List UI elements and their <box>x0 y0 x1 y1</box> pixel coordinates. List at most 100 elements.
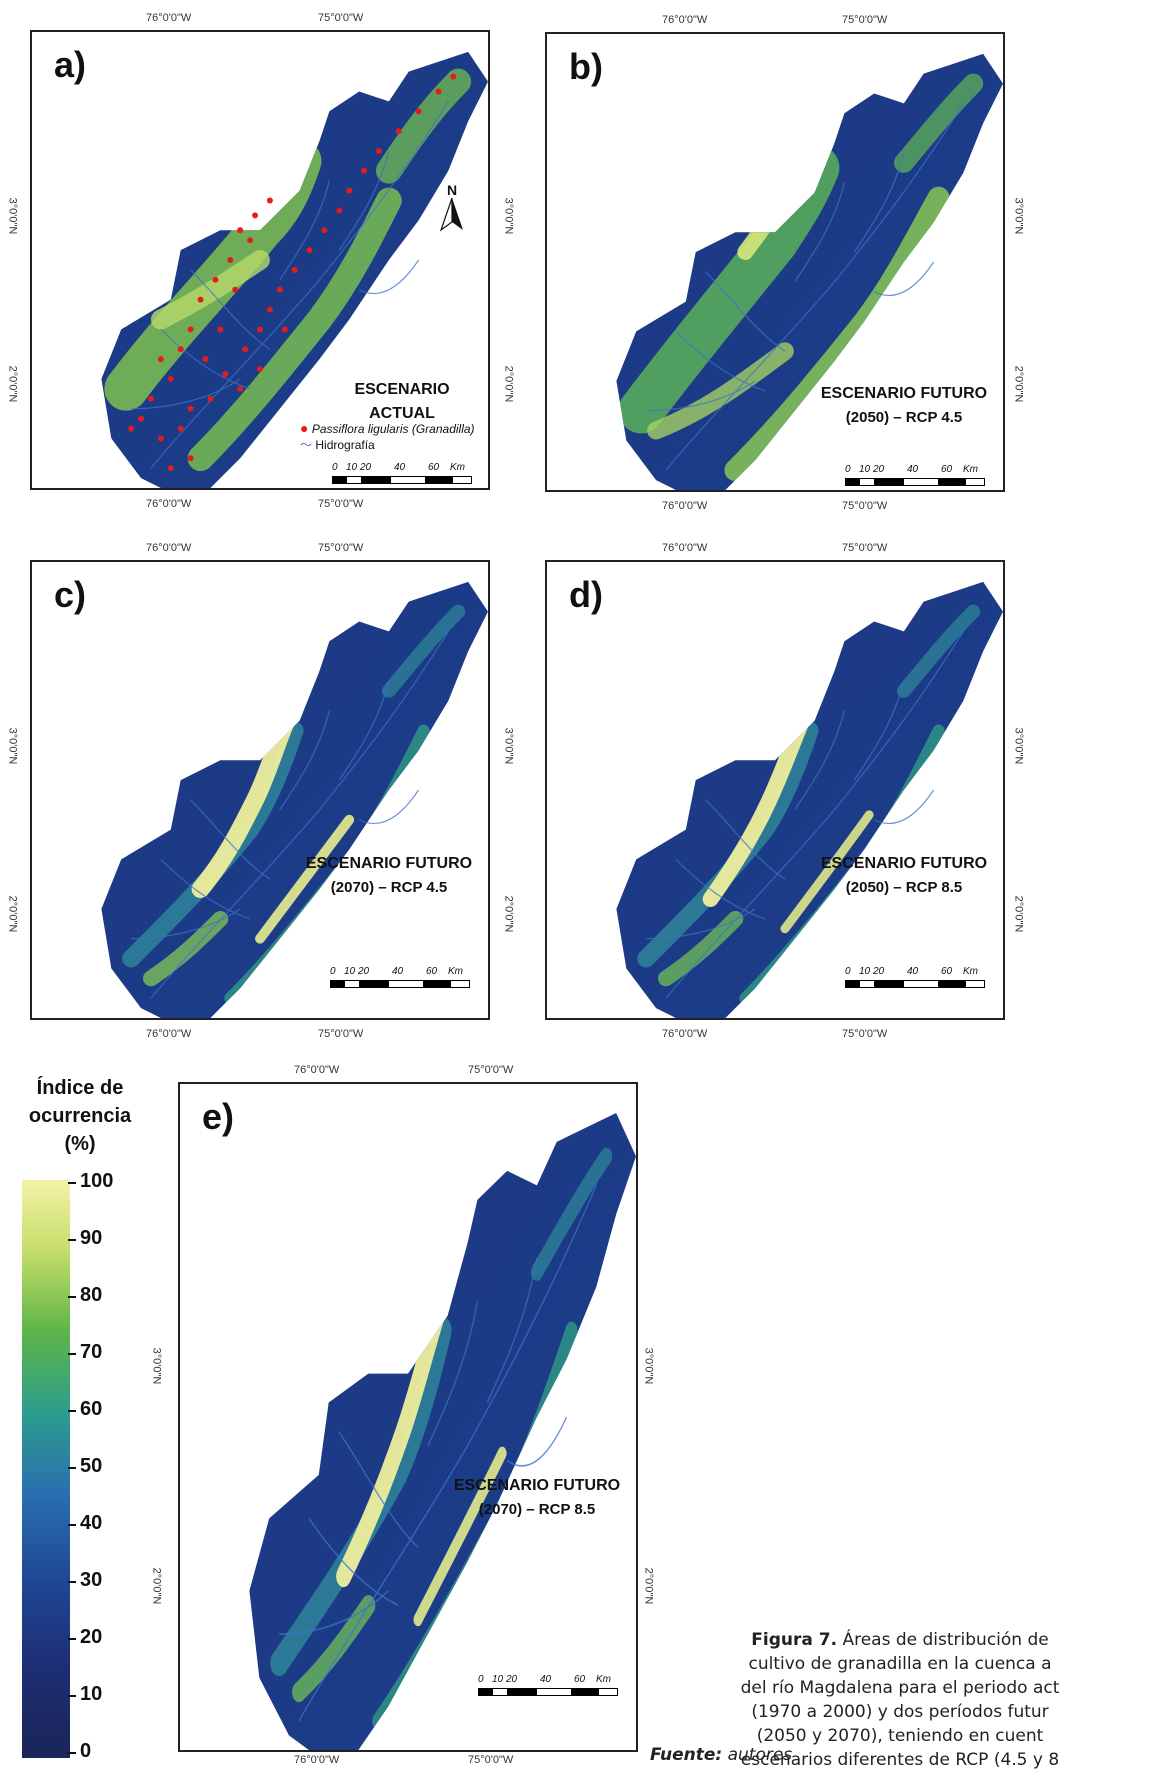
scale-40: 40 <box>540 1674 552 1685</box>
colorbar-tick: 0 <box>67 1740 91 1763</box>
lat-label-3-b-left: 3°0'0"N <box>502 197 515 235</box>
scale-bar: 0 10 20 40 60 Km <box>330 966 470 988</box>
lon-label-76-bottom-a: 76°0'0"W <box>146 498 192 510</box>
colorbar-tick: 50 <box>67 1455 102 1478</box>
scale-0: 0 <box>845 966 851 977</box>
lat-label-2-d-right: 2°0'0"N <box>1012 895 1025 933</box>
scale-40: 40 <box>907 464 919 475</box>
lat-label-2-d-left: 2°0'0"N <box>502 895 515 933</box>
scale-60: 60 <box>941 464 953 475</box>
scale-unit: Km <box>450 462 465 473</box>
basin-map <box>101 51 488 488</box>
lon-label-75-top-d: 75°0'0"W <box>842 542 888 554</box>
basin-map <box>616 53 1003 490</box>
colorbar-tick: 70 <box>67 1341 102 1364</box>
colorbar-tick: 20 <box>67 1626 102 1649</box>
colorbar-tick: 30 <box>67 1569 102 1592</box>
lat-label-3-e-left: 3°0'0"N <box>150 1347 163 1385</box>
lat-label-2-e-left: 2°0'0"N <box>150 1567 163 1605</box>
scale-40: 40 <box>394 462 406 473</box>
occurrence-point-symbol: ● <box>300 420 309 436</box>
lon-label-76-top-a: 76°0'0"W <box>146 12 192 24</box>
scale-bar: 0 10 20 40 60 Km <box>845 966 985 988</box>
scale-20: 20 <box>360 462 372 473</box>
colorbar-tick: 100 <box>67 1170 113 1193</box>
scenario-title-line1: ESCENARIO ACTUAL <box>354 381 450 422</box>
scale-60: 60 <box>426 966 438 977</box>
caption-line3: del río Magdalena para el periodo act <box>740 1678 1060 1698</box>
lat-label-2-e-right: 2°0'0"N <box>642 1567 655 1605</box>
lon-label-76-bottom-c: 76°0'0"W <box>146 1028 192 1040</box>
lat-label-2-b-left: 2°0'0"N <box>502 365 515 403</box>
scale-10: 10 <box>859 464 871 475</box>
scale-bar: 0 10 20 40 60 Km <box>845 464 985 486</box>
scale-40: 40 <box>392 966 404 977</box>
lon-label-75-bottom-d: 75°0'0"W <box>842 1028 888 1040</box>
caption-label: Figura 7. <box>751 1630 838 1650</box>
scale-10: 10 <box>492 1674 504 1685</box>
panel-letter: e) <box>202 1096 235 1137</box>
lon-label-75-top-e: 75°0'0"W <box>468 1064 514 1076</box>
scale-60: 60 <box>428 462 440 473</box>
lon-label-75-bottom-e: 75°0'0"W <box>468 1754 514 1766</box>
lon-label-76-bottom-e: 76°0'0"W <box>294 1754 340 1766</box>
caption-line6: escenarios diferentes de RCP (4.5 y 8 <box>740 1750 1060 1770</box>
scale-unit: Km <box>963 966 978 977</box>
colorbar-title-line2: ocurrencia <box>28 1105 132 1127</box>
basin-map <box>616 581 1003 1018</box>
occurrence-label: Passiflora ligularis (Granadilla) <box>311 422 475 436</box>
lat-label-3-a: 3°0'0"N <box>6 197 19 235</box>
scenario-title-line1: ESCENARIO FUTURO <box>305 855 473 872</box>
lon-label-75-bottom-b: 75°0'0"W <box>842 500 888 512</box>
scale-10: 10 <box>344 966 356 977</box>
lon-label-75-bottom-c: 75°0'0"W <box>318 1028 364 1040</box>
colorbar-tick: 90 <box>67 1227 102 1250</box>
scale-10: 10 <box>859 966 871 977</box>
scenario-title-line2: (2070) – RCP 4.5 <box>330 879 448 896</box>
lat-label-3-d-right: 3°0'0"N <box>1012 727 1025 765</box>
scenario-title-line1: ESCENARIO FUTURO <box>820 855 988 872</box>
colorbar-title-line3: (%) <box>64 1133 96 1155</box>
scale-bar: 0 10 20 40 60 Km <box>332 462 472 484</box>
basin-map <box>249 1112 636 1750</box>
panel-letter: c) <box>54 574 87 615</box>
colorbar-tick: 40 <box>67 1512 102 1535</box>
lon-label-76-top-c: 76°0'0"W <box>146 542 192 554</box>
caption-line5: (2050 y 2070), teniendo en cuent <box>756 1726 1044 1746</box>
scale-bar: 0 10 20 40 60 Km <box>478 1674 618 1696</box>
scenario-title-line1: ESCENARIO FUTURO <box>820 385 988 402</box>
lon-label-75-top-c: 75°0'0"W <box>318 542 364 554</box>
map-panel-a: a) N ESCENARIO ACTUAL ● Passiflora ligul… <box>30 30 490 490</box>
scale-10: 10 <box>346 462 358 473</box>
figure-source: Fuente: autores <box>650 1745 792 1765</box>
lat-label-3-d-left: 3°0'0"N <box>502 727 515 765</box>
scenario-title: ESCENARIO FUTURO (2070) – RCP 4.5 <box>294 852 484 900</box>
scenario-title-line2: (2070) – RCP 8.5 <box>478 1501 596 1518</box>
map-panel-c: c) ESCENARIO FUTURO (2070) – RCP 4.5 0 1… <box>30 560 490 1020</box>
river-symbol: 〜 <box>300 438 313 452</box>
scale-40: 40 <box>907 966 919 977</box>
lon-label-76-bottom-b: 76°0'0"W <box>662 500 708 512</box>
colorbar <box>22 1180 70 1758</box>
lon-label-75-top-a: 75°0'0"W <box>318 12 364 24</box>
colorbar-tick: 60 <box>67 1398 102 1421</box>
scenario-title: ESCENARIO FUTURO (2070) – RCP 8.5 <box>442 1474 632 1522</box>
panel-letter: d) <box>569 574 603 615</box>
lon-label-76-top-e: 76°0'0"W <box>294 1064 340 1076</box>
map-panel-d: d) ESCENARIO FUTURO (2050) – RCP 8.5 0 1… <box>545 560 1005 1020</box>
lat-label-3-e-right: 3°0'0"N <box>642 1347 655 1385</box>
lat-label-2-b-right: 2°0'0"N <box>1012 365 1025 403</box>
scenario-title: ESCENARIO FUTURO (2050) – RCP 8.5 <box>809 852 999 900</box>
scale-60: 60 <box>941 966 953 977</box>
north-label: N <box>446 182 458 198</box>
panel-letter: b) <box>569 46 603 87</box>
scenario-title: ESCENARIO FUTURO (2050) – RCP 4.5 <box>809 382 999 430</box>
lat-label-3-b-right: 3°0'0"N <box>1012 197 1025 235</box>
lon-label-76-bottom-d: 76°0'0"W <box>662 1028 708 1040</box>
north-arrow-icon <box>439 197 463 232</box>
source-value: autores <box>722 1745 793 1765</box>
scale-20: 20 <box>873 464 885 475</box>
lon-label-75-top-b: 75°0'0"W <box>842 14 888 26</box>
map-panel-b: b) ESCENARIO FUTURO (2050) – RCP 4.5 0 1… <box>545 32 1005 492</box>
occurrence-points <box>128 73 457 472</box>
